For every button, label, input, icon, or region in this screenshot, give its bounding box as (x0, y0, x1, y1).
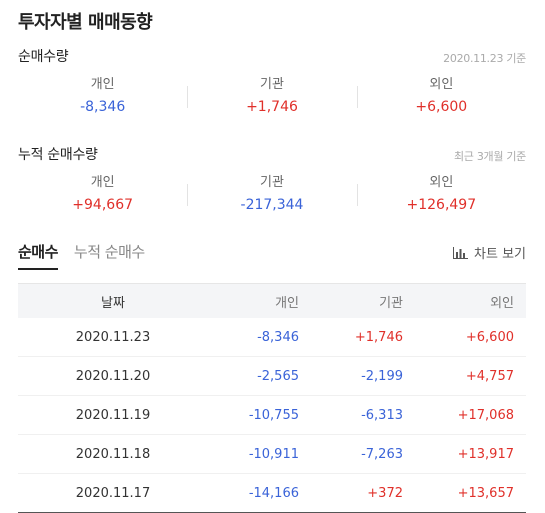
cell-foreign: +13,917 (413, 434, 526, 474)
page-title: 투자자별 매매동향 (18, 12, 153, 33)
table-header-row: 날짜 개인 기관 외인 (18, 283, 526, 318)
cell-institution: -6,313 (309, 395, 413, 435)
cell-foreign: +4,757 (413, 356, 526, 396)
cell-foreign: +13,657 (413, 473, 526, 513)
bar-chart-icon (453, 246, 469, 259)
cumulative-summary: 개인 +94,667 기관 -217,344 외인 +126,497 (18, 173, 526, 216)
table-row: 2020.11.20 -2,565 -2,199 +4,757 (18, 356, 526, 396)
tab-cumulative-net-buy[interactable]: 누적 순매수 (73, 243, 145, 261)
cumulative-foreign: 외인 +126,497 (356, 173, 526, 216)
table-row: 2020.11.23 -8,346 +1,746 +6,600 (18, 318, 526, 357)
chart-view-button[interactable]: 차트 보기 (453, 243, 526, 262)
summary-label: 기관 (260, 175, 284, 190)
cell-individual: -14,166 (208, 473, 309, 513)
table-row: 2020.11.18 -10,911 -7,263 +13,917 (18, 434, 526, 474)
summary-institution: 기관 +1,746 (187, 75, 356, 118)
cell-date: 2020.11.17 (18, 473, 208, 513)
net-trade-date-note: 2020.11.23 기준 (443, 52, 526, 65)
cell-foreign: +6,600 (413, 318, 526, 357)
summary-label: 기관 (260, 77, 284, 92)
investor-trade-table: 날짜 개인 기관 외인 2020.11.23 -8,346 +1,746 +6,… (18, 283, 526, 513)
summary-label: 외인 (429, 77, 454, 92)
cell-date: 2020.11.18 (18, 434, 208, 474)
table-row: 2020.11.19 -10,755 -6,313 +17,068 (18, 395, 526, 435)
summary-label: 개인 (90, 175, 115, 190)
net-trade-title: 순매수량 (18, 49, 69, 65)
summary-value: -217,344 (240, 197, 304, 213)
column-header-date: 날짜 (18, 283, 208, 318)
summary-individual: 개인 -8,346 (18, 75, 187, 118)
cell-institution: +372 (309, 473, 413, 513)
column-header-foreign: 외인 (413, 283, 526, 318)
chart-view-label: 차트 보기 (474, 247, 526, 262)
summary-value: +1,746 (246, 99, 298, 115)
cell-individual: -8,346 (208, 318, 309, 357)
cell-individual: -2,565 (208, 356, 309, 396)
column-header-institution: 기관 (309, 283, 413, 318)
cell-institution: -2,199 (309, 356, 413, 396)
cumulative-institution: 기관 -217,344 (187, 173, 356, 216)
cell-date: 2020.11.19 (18, 395, 208, 435)
summary-value: +126,497 (406, 197, 477, 213)
summary-foreign: 외인 +6,600 (356, 75, 526, 118)
cell-institution: -7,263 (309, 434, 413, 474)
column-header-individual: 개인 (208, 283, 309, 318)
cumulative-title: 누적 순매수량 (18, 147, 98, 163)
cell-foreign: +17,068 (413, 395, 526, 435)
summary-value: +6,600 (415, 99, 468, 115)
table-row: 2020.11.17 -14,166 +372 +13,657 (18, 473, 526, 513)
cumulative-individual: 개인 +94,667 (18, 173, 187, 216)
net-trade-summary: 개인 -8,346 기관 +1,746 외인 +6,600 (18, 75, 526, 118)
summary-value: +94,667 (72, 197, 134, 213)
cell-individual: -10,755 (208, 395, 309, 435)
summary-value: -8,346 (80, 99, 126, 115)
cumulative-period-note: 최근 3개월 기준 (453, 150, 526, 163)
summary-label: 외인 (429, 175, 454, 190)
summary-label: 개인 (90, 77, 115, 92)
cell-individual: -10,911 (208, 434, 309, 474)
cell-institution: +1,746 (309, 318, 413, 357)
tab-net-buy[interactable]: 순매수 (18, 240, 58, 270)
cell-date: 2020.11.23 (18, 318, 208, 357)
tab-bar: 순매수 누적 순매수 (18, 240, 161, 270)
cell-date: 2020.11.20 (18, 356, 208, 396)
